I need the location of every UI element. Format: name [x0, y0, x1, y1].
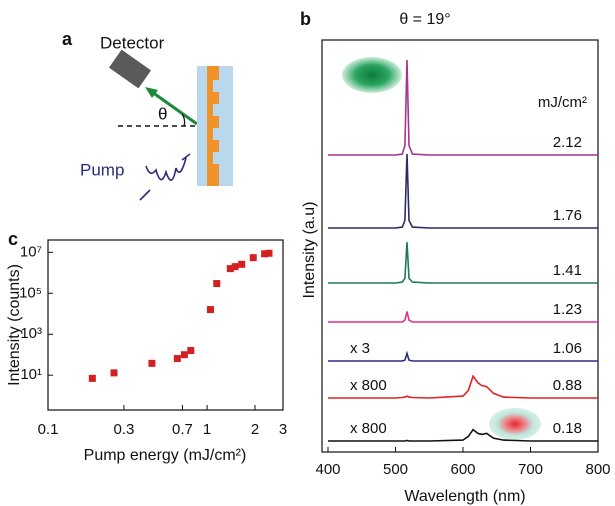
- point: [187, 347, 195, 355]
- spectrum: [328, 153, 598, 229]
- angle-label: θ: [158, 104, 167, 123]
- x-tick-label: 800: [585, 461, 610, 478]
- detector: [108, 49, 152, 89]
- point: [206, 306, 214, 314]
- x-axis-label: Wavelength (nm): [404, 488, 525, 505]
- plot-frame: [321, 39, 599, 453]
- pump-label: Pump: [80, 160, 124, 179]
- x-tick-label: 2: [251, 421, 259, 438]
- spectrum: [328, 242, 598, 284]
- point: [226, 265, 234, 273]
- y-tick-label: 10¹: [20, 366, 42, 383]
- panel-label: a: [62, 29, 73, 49]
- y-axis-label: Intensity (a.u): [301, 202, 318, 299]
- x-tick-label: 0.3: [113, 421, 134, 438]
- x-tick-label: 3: [279, 421, 287, 438]
- legend-label: 0.18: [553, 420, 582, 437]
- panel-label: b: [300, 9, 311, 29]
- grating: [213, 80, 219, 164]
- chart-title: θ = 19°: [399, 11, 450, 28]
- point: [265, 249, 273, 257]
- point: [110, 369, 118, 377]
- x-tick-label: 400: [315, 461, 340, 478]
- arrow-head: [145, 87, 158, 98]
- spectrum: [328, 59, 598, 156]
- y-tick-label: 10⁷: [20, 243, 42, 260]
- multiplier-label: x 3: [350, 340, 370, 357]
- spectrum: [328, 311, 598, 323]
- far-field-red: [489, 408, 541, 440]
- pump-pulse: [139, 157, 187, 201]
- spectrum: [328, 350, 598, 362]
- point: [231, 263, 239, 271]
- pump-arrow: [181, 153, 191, 161]
- spectrum: [328, 428, 598, 442]
- point: [261, 250, 269, 258]
- point: [213, 280, 221, 288]
- x-tick-label: 0.1: [38, 421, 59, 438]
- x-tick-label: 700: [518, 461, 543, 478]
- detector-label: Detector: [100, 33, 165, 52]
- panel-label: c: [8, 229, 18, 249]
- multiplier-label: x 800: [350, 420, 387, 437]
- legend-label: 1.23: [553, 301, 582, 318]
- plot-frame: [47, 239, 284, 411]
- unit-label: mJ/cm²: [538, 94, 587, 111]
- legend-label: 1.41: [553, 262, 582, 279]
- y-tick-label: 10³: [20, 325, 42, 342]
- emission-arrow: [151, 90, 198, 126]
- x-axis-label: Pump energy (mJ/cm²): [84, 447, 247, 464]
- x-tick-label: 600: [450, 461, 475, 478]
- point: [88, 374, 96, 382]
- y-axis-label: Intensity (counts): [6, 264, 23, 386]
- legend-label: 0.88: [553, 377, 582, 394]
- x-tick-label: 1: [203, 421, 211, 438]
- point: [249, 254, 257, 262]
- legend-label: 2.12: [553, 134, 582, 151]
- legend-label: 1.06: [553, 340, 582, 357]
- angle-arc: [181, 113, 186, 127]
- x-tick-label: 500: [383, 461, 408, 478]
- y-tick-label: 10⁵: [19, 284, 42, 301]
- spectrum: [328, 374, 598, 399]
- point: [148, 359, 156, 367]
- x-tick-label: 0.7: [172, 421, 193, 438]
- point: [173, 355, 181, 363]
- multiplier-label: x 800: [350, 377, 387, 394]
- far-field-green: [342, 57, 402, 93]
- point: [180, 351, 188, 359]
- legend-label: 1.76: [553, 207, 582, 224]
- point: [238, 260, 246, 268]
